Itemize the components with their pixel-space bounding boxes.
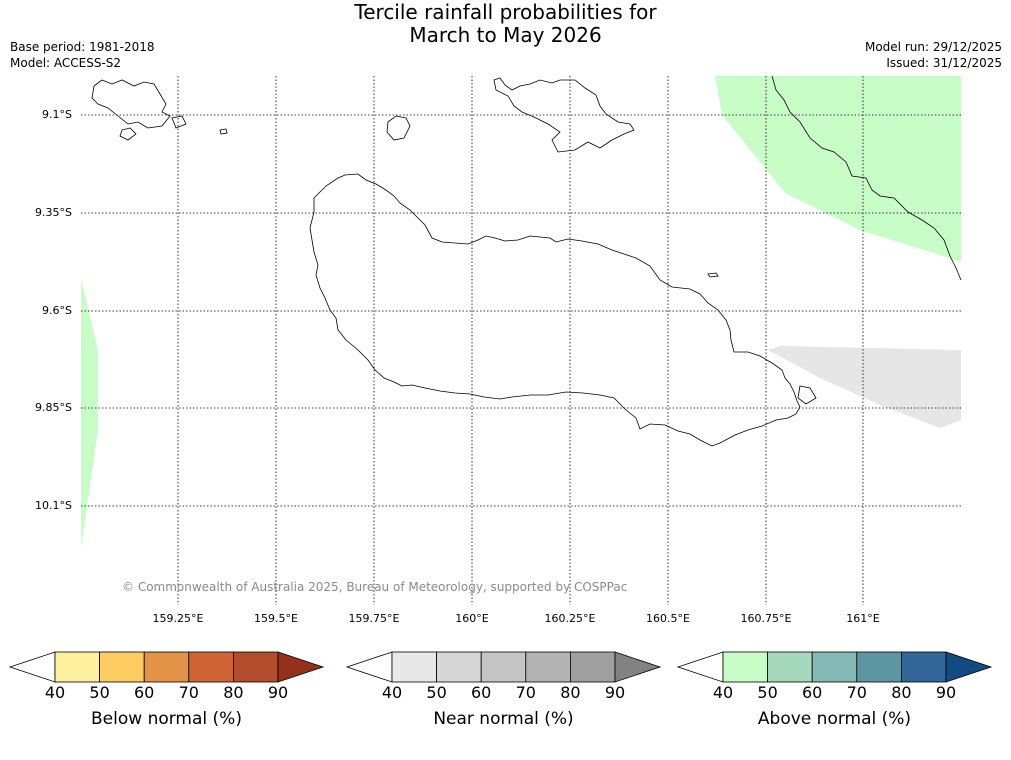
colorbar-segment (232, 651, 279, 683)
lon-tick-label: 160.75°E (740, 612, 792, 625)
lat-tick-label: 9.6°S (42, 304, 72, 317)
colorbar-tick-label: 50 (89, 683, 110, 702)
chart-title-line1: Tercile rainfall probabilities for (354, 0, 657, 24)
colorbar-tick-label: 70 (515, 683, 536, 702)
colorbar-segment (480, 651, 527, 683)
colorbar-tick-label: 60 (134, 683, 155, 702)
coastline-small-islet (386, 115, 411, 141)
above-normal-region-west (81, 278, 98, 548)
colorbar-segment (143, 651, 190, 683)
colorbar-segment (722, 651, 768, 683)
coastline-islet-east (707, 272, 719, 278)
colorbar-tick-label: 60 (802, 683, 823, 702)
colorbar-segment (54, 651, 100, 683)
colorbar-tick-label: 90 (935, 683, 957, 702)
coastline-islet-west3 (219, 128, 228, 135)
colorbar-extension-low (345, 651, 393, 683)
colorbar-segment (391, 651, 437, 683)
lat-tick-label: 9.1°S (42, 108, 72, 121)
colorbar-segment (570, 651, 616, 683)
coastline-nggela (493, 77, 635, 153)
coastline-islet-west (119, 127, 137, 141)
chart-title-line2: March to May 2026 (409, 23, 602, 47)
colorbar-segment (767, 651, 813, 683)
colorbar-extension-high (614, 651, 662, 683)
colorbar-tick-label: 80 (560, 683, 581, 702)
colorbar-legend (8, 651, 993, 683)
lon-tick-label: 161°E (846, 612, 880, 625)
coastline-islet-west2 (171, 115, 187, 129)
model-run: Model run: 29/12/2025 (864, 40, 1002, 54)
coastline-russell (91, 79, 171, 129)
colorbar-tick-label: 50 (757, 683, 778, 702)
colorbar-segment (99, 651, 145, 683)
lon-tick-label: 159.5°E (254, 612, 298, 625)
forecast-map (81, 75, 962, 605)
lon-tick-label: 160.5°E (646, 612, 690, 625)
colorbar-tick-label: 40 (712, 683, 734, 702)
colorbar-tick-label: 90 (267, 683, 289, 702)
colorbar-tick-label: 60 (471, 683, 492, 702)
above-normal-region-northeast (715, 76, 961, 262)
copyright-text: © Commonwealth of Australia 2025, Bureau… (122, 580, 628, 594)
colorbar-title: Near normal (%) (433, 709, 574, 729)
lat-tick-label: 10.1°S (35, 499, 72, 512)
lon-tick-label: 160°E (455, 612, 489, 625)
colorbar-segment (188, 651, 234, 683)
colorbar-segment (856, 651, 902, 683)
base-period: Base period: 1981-2018 (10, 40, 155, 54)
colorbar-segment (901, 651, 947, 683)
colorbar-extension-high (277, 651, 325, 683)
colorbar-segment (811, 651, 858, 683)
colorbar-tick-label: 70 (846, 683, 867, 702)
coastline-marau (797, 385, 817, 405)
colorbar-tick-label: 40 (381, 683, 403, 702)
near-normal-region-southeast (768, 346, 961, 428)
coastline-malaita (771, 75, 962, 281)
colorbar-tick-label: 80 (891, 683, 912, 702)
lat-tick-label: 9.35°S (35, 206, 72, 219)
lon-tick-label: 159.75°E (348, 612, 400, 625)
colorbar-tick-label: 40 (44, 683, 66, 702)
issued-date: Issued: 31/12/2025 (886, 56, 1002, 70)
model-name: Model: ACCESS-S2 (10, 56, 122, 70)
colorbar-tick-label: 80 (223, 683, 244, 702)
colorbar-extension-low (8, 651, 56, 683)
lon-tick-label: 160.25°E (544, 612, 596, 625)
colorbar-title: Below normal (%) (91, 709, 242, 729)
colorbar-tick-label: 90 (604, 683, 626, 702)
colorbar-extension-high (945, 651, 993, 683)
colorbar-segment (525, 651, 571, 683)
colorbar-title: Above normal (%) (757, 709, 912, 729)
lat-tick-label: 9.85°S (35, 401, 72, 414)
colorbar-tick-label: 70 (178, 683, 199, 702)
gridlines (81, 76, 961, 605)
colorbar-tick-label: 50 (426, 683, 447, 702)
colorbar-segment (436, 651, 482, 683)
lon-tick-label: 159.25°E (152, 612, 204, 625)
colorbar-extension-low (676, 651, 724, 683)
coastline-guadalcanal (309, 173, 801, 447)
